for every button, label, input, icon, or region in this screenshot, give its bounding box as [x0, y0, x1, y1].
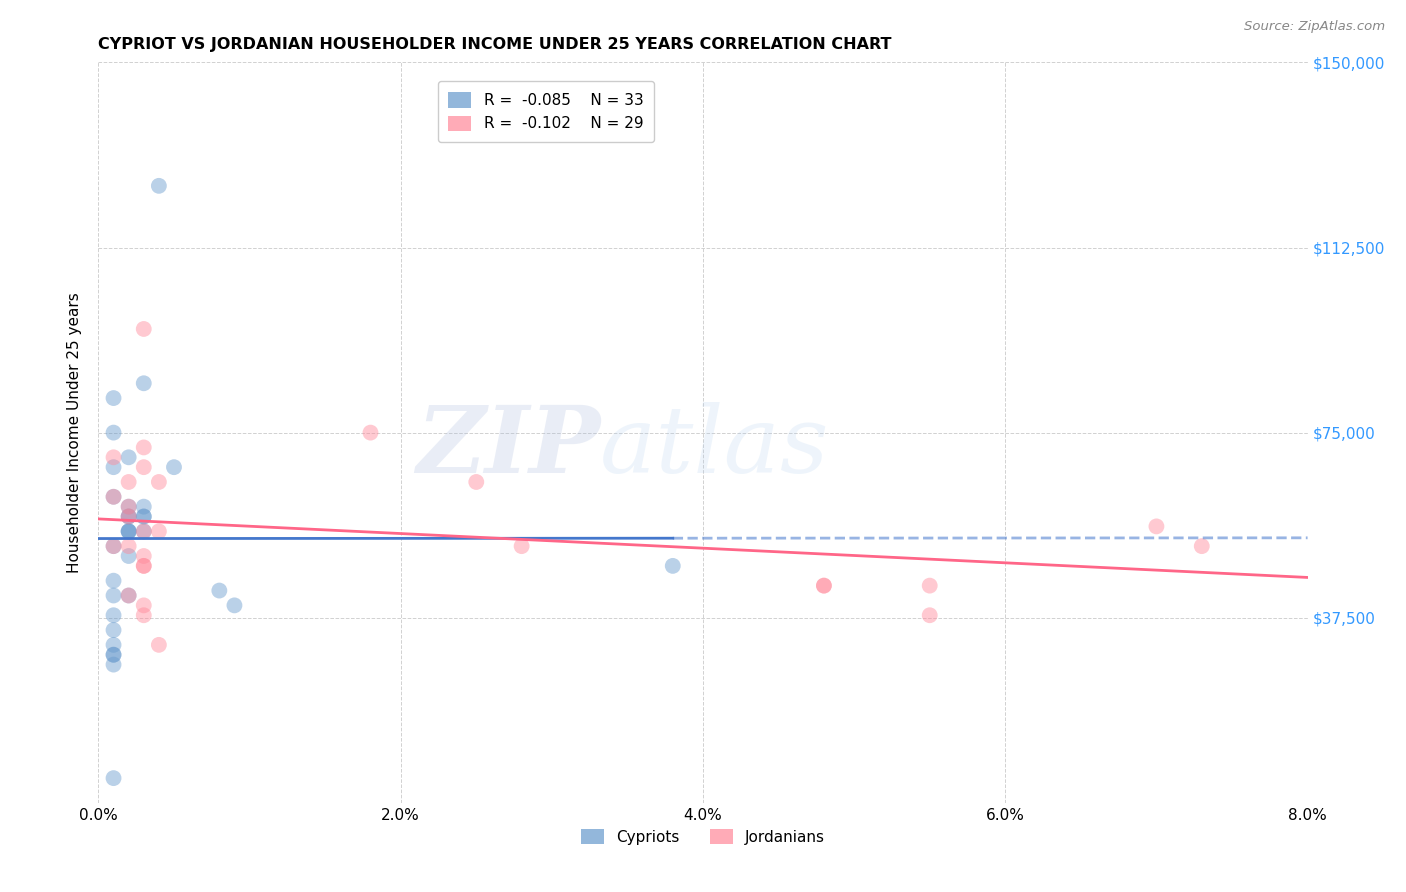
- Point: [148, 638, 170, 652]
- Point: [118, 475, 141, 489]
- Point: [103, 490, 125, 504]
- Point: [132, 376, 155, 391]
- Point: [118, 539, 141, 553]
- Point: [132, 608, 155, 623]
- Y-axis label: Householder Income Under 25 years: Householder Income Under 25 years: [67, 293, 83, 573]
- Point: [103, 425, 125, 440]
- Point: [118, 524, 141, 539]
- Point: [360, 425, 382, 440]
- Point: [1191, 539, 1213, 553]
- Point: [132, 558, 155, 573]
- Point: [103, 623, 125, 637]
- Point: [813, 579, 835, 593]
- Point: [103, 450, 125, 465]
- Point: [132, 460, 155, 475]
- Point: [132, 322, 155, 336]
- Point: [103, 574, 125, 588]
- Point: [118, 524, 141, 539]
- Point: [118, 549, 141, 563]
- Point: [132, 524, 155, 539]
- Point: [103, 608, 125, 623]
- Point: [103, 771, 125, 785]
- Point: [132, 509, 155, 524]
- Point: [118, 509, 141, 524]
- Text: Source: ZipAtlas.com: Source: ZipAtlas.com: [1244, 20, 1385, 33]
- Point: [118, 500, 141, 514]
- Point: [118, 509, 141, 524]
- Text: CYPRIOT VS JORDANIAN HOUSEHOLDER INCOME UNDER 25 YEARS CORRELATION CHART: CYPRIOT VS JORDANIAN HOUSEHOLDER INCOME …: [98, 37, 891, 52]
- Point: [103, 589, 125, 603]
- Point: [118, 589, 141, 603]
- Point: [118, 509, 141, 524]
- Point: [132, 549, 155, 563]
- Point: [103, 539, 125, 553]
- Point: [510, 539, 533, 553]
- Point: [132, 558, 155, 573]
- Legend: Cypriots, Jordanians: Cypriots, Jordanians: [575, 822, 831, 851]
- Point: [208, 583, 231, 598]
- Point: [918, 608, 941, 623]
- Point: [148, 524, 170, 539]
- Point: [118, 524, 141, 539]
- Point: [132, 599, 155, 613]
- Point: [148, 475, 170, 489]
- Point: [103, 648, 125, 662]
- Point: [118, 589, 141, 603]
- Point: [132, 500, 155, 514]
- Point: [813, 579, 835, 593]
- Point: [103, 539, 125, 553]
- Point: [118, 500, 141, 514]
- Point: [1146, 519, 1168, 533]
- Text: atlas: atlas: [600, 402, 830, 492]
- Point: [661, 558, 683, 573]
- Text: ZIP: ZIP: [416, 402, 600, 492]
- Point: [103, 391, 125, 405]
- Point: [163, 460, 186, 475]
- Point: [118, 450, 141, 465]
- Point: [224, 599, 246, 613]
- Point: [465, 475, 488, 489]
- Point: [132, 441, 155, 455]
- Point: [918, 579, 941, 593]
- Point: [103, 490, 125, 504]
- Point: [148, 178, 170, 193]
- Point: [103, 648, 125, 662]
- Point: [132, 524, 155, 539]
- Point: [103, 657, 125, 672]
- Point: [103, 460, 125, 475]
- Point: [103, 638, 125, 652]
- Point: [132, 509, 155, 524]
